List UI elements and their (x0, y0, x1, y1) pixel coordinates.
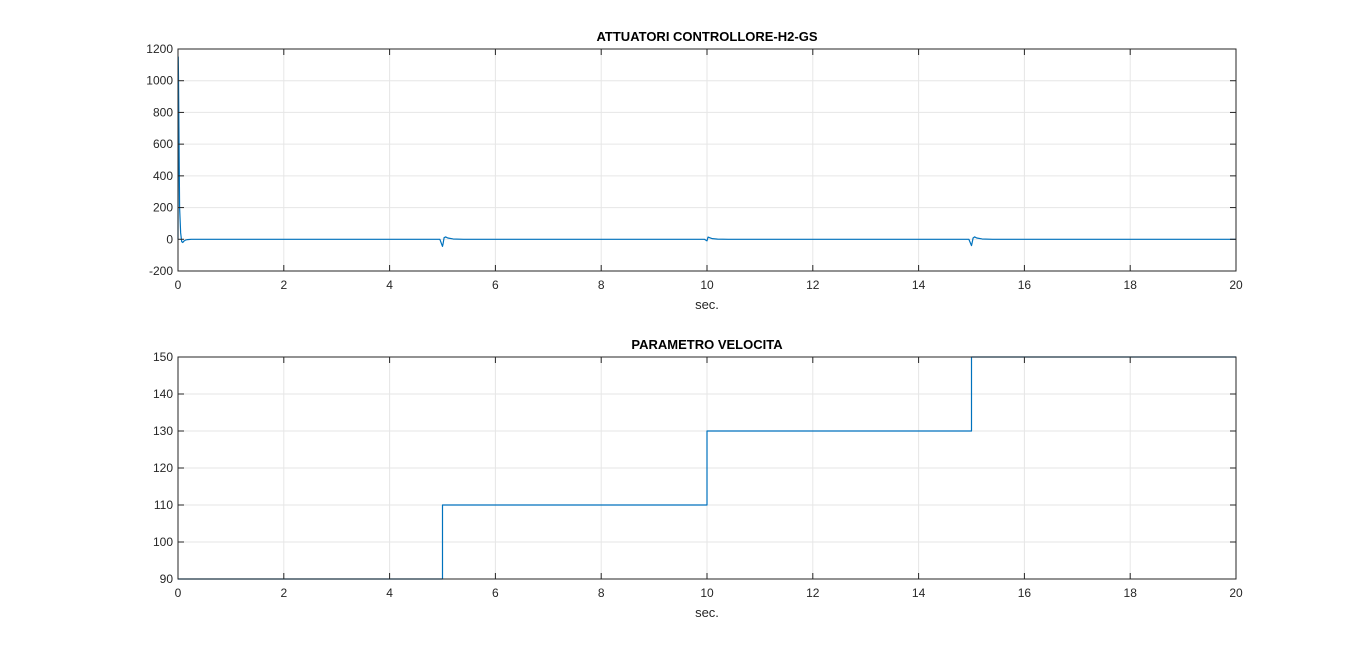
bottom-chart-y-tick-label: 110 (154, 498, 173, 512)
top-chart-x-tick-label: 10 (700, 278, 714, 292)
top-chart-x-tick-label: 8 (598, 278, 605, 292)
bottom-chart-ticks: 0 2 4 6 8 10 12 14 16 18 20 90 100 110 120 130 140 150 (153, 350, 1243, 600)
top-chart-title: ATTUATORI CONTROLLORE-H2-GS (597, 29, 818, 44)
top-chart-x-tick-label: 12 (806, 278, 820, 292)
top-chart-x-tick-label: 4 (386, 278, 393, 292)
top-chart-y-tick-label: 1000 (146, 74, 173, 88)
bottom-chart-x-tick-label: 6 (492, 586, 499, 600)
bottom-chart-series-line (178, 356, 1236, 580)
bottom-chart-x-tick-label: 10 (700, 586, 714, 600)
top-chart-y-tick-label: 800 (153, 105, 173, 119)
bottom-chart-x-tick-label: 0 (175, 586, 182, 600)
top-chart-series (177, 56, 1236, 248)
top-chart-y-tick-label: 0 (166, 232, 173, 246)
top-chart-x-tick-label: 16 (1018, 278, 1032, 292)
top-chart-y-tick-label: 400 (153, 169, 173, 183)
bottom-chart-y-tick-label: 90 (160, 572, 174, 586)
top-chart-ticks: 0 2 4 6 8 10 12 14 16 18 20-2000200400600800100012… (146, 42, 1243, 292)
bottom-chart-x-tick-label: 14 (912, 586, 926, 600)
bottom-chart-x-tick-label: 12 (806, 586, 820, 600)
top-chart-x-tick-label: 20 (1229, 278, 1243, 292)
bottom-chart-x-tick-label: 2 (280, 586, 287, 600)
top-chart-x-tick-label: 14 (912, 278, 926, 292)
top-chart-series-line (177, 56, 1236, 248)
bottom-chart-y-tick-label: 140 (153, 387, 173, 401)
top-chart-y-tick-label: 200 (153, 201, 173, 215)
bottom-chart-y-tick-label: 120 (153, 461, 173, 475)
top-chart-y-tick-label: -200 (149, 264, 173, 278)
top-chart-y-tick-label: 600 (153, 137, 173, 151)
top-chart-x-tick-label: 6 (492, 278, 499, 292)
top-chart-x-axis-label: sec. (695, 297, 719, 312)
top-chart-axes: 0 2 4 6 8 10 12 14 16 18 20-2000200400600800100012… (146, 29, 1243, 312)
bottom-chart-y-tick-label: 150 (153, 350, 173, 364)
bottom-chart-x-tick-label: 16 (1018, 586, 1032, 600)
top-chart-x-tick-label: 0 (175, 278, 182, 292)
bottom-chart-x-axis-label: sec. (695, 605, 719, 620)
bottom-chart-y-tick-label: 100 (153, 535, 173, 549)
top-chart-x-tick-label: 18 (1124, 278, 1138, 292)
bottom-chart-series (178, 356, 1236, 580)
bottom-chart-title: PARAMETRO VELOCITA (631, 337, 783, 352)
top-chart-x-tick-label: 2 (280, 278, 287, 292)
bottom-chart-y-tick-label: 130 (153, 424, 173, 438)
bottom-chart-x-tick-label: 18 (1124, 586, 1138, 600)
bottom-chart-x-tick-label: 8 (598, 586, 605, 600)
bottom-chart-x-tick-label: 4 (386, 586, 393, 600)
bottom-chart-axes: 0 2 4 6 8 10 12 14 16 18 20 90 100 110 120 130 140 150 PA… (153, 337, 1243, 620)
bottom-chart-x-tick-label: 20 (1229, 586, 1243, 600)
top-chart-y-tick-label: 1200 (146, 42, 173, 56)
